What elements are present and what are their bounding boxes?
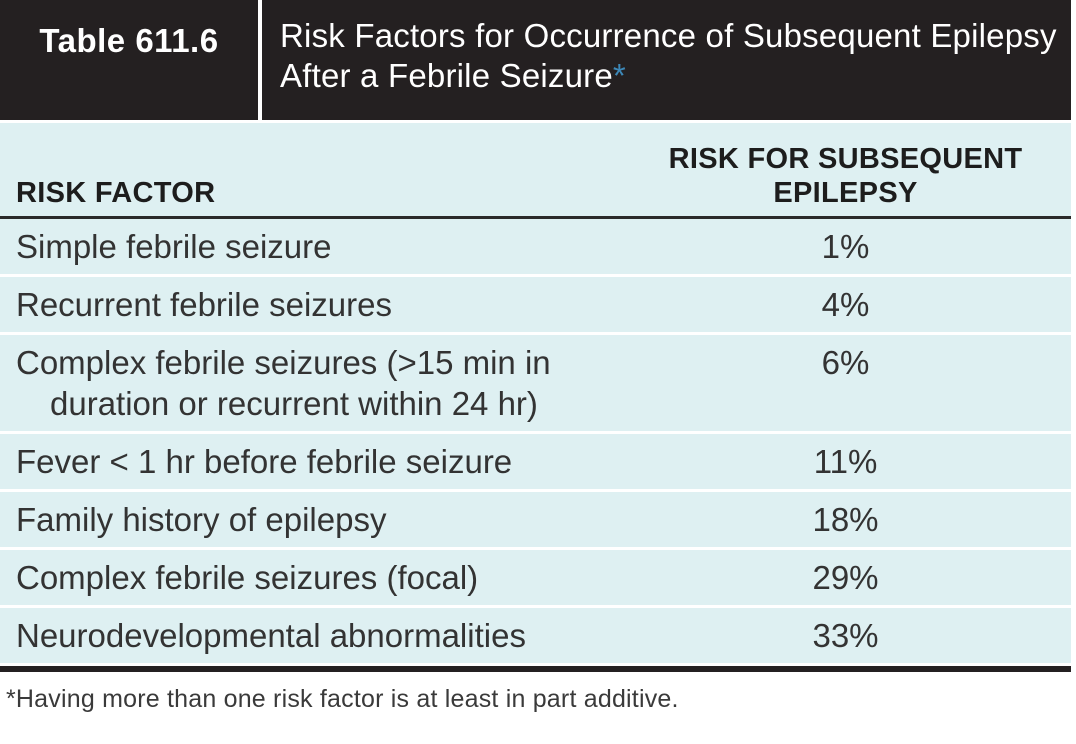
risk-value-cell: 6% [821,344,870,381]
risk-value-cell: 29% [812,559,879,596]
risk-factor-cell: Neurodevelopmental abnormalities [16,617,526,654]
column-header-risk-factor: RISK FACTOR [16,177,216,209]
column-header-risk: RISK FOR SUBSEQUENT EPILEPSY [620,142,1071,210]
table-body: RISK FACTOR RISK FOR SUBSEQUENT EPILEPSY… [0,123,1071,672]
risk-factor-cell: Complex febrile seizures (focal) [16,559,479,596]
risk-value-cell: 18% [812,501,879,538]
table-number: Table 611.6 [39,22,219,59]
column-header-risk-text: RISK FOR SUBSEQUENT EPILEPSY [668,143,1023,209]
table-title: Risk Factors for Occurrence of Subsequen… [262,0,1071,120]
risk-value-cell: 4% [821,286,870,323]
risk-factor-cell: Recurrent febrile seizures [16,286,392,323]
risk-factor-cell: Complex febrile seizures (>15 min in dur… [16,344,551,422]
risk-factor-cell: Fever < 1 hr before febrile seizure [16,443,513,480]
table-header-band: Table 611.6 Risk Factors for Occurrence … [0,0,1071,120]
table-row: Complex febrile seizures (>15 min in dur… [0,335,1071,434]
footnote-asterisk-marker: * [612,57,626,94]
table-row: Simple febrile seizure 1% [0,219,1071,277]
risk-factor-cell: Family history of epilepsy [16,501,387,538]
column-header-row: RISK FACTOR RISK FOR SUBSEQUENT EPILEPSY [0,123,1071,216]
table-row: Recurrent febrile seizures 4% [0,277,1071,335]
risk-value-cell: 33% [812,617,879,654]
table-row: Neurodevelopmental abnormalities 33% [0,608,1071,666]
table-row: Fever < 1 hr before febrile seizure 11% [0,434,1071,492]
footnote: *Having more than one risk factor is at … [0,672,1071,714]
table-bottom-rule [0,666,1071,672]
header-divider [258,0,262,120]
risk-value-cell: 1% [821,228,870,265]
risk-value-cell: 11% [813,443,878,480]
risk-factor-cell: Simple febrile seizure [16,228,332,265]
header-rule [0,216,1071,219]
table-title-text: Risk Factors for Occurrence of Subsequen… [280,17,1057,94]
table-row: Family history of epilepsy 18% [0,492,1071,550]
table-row: Complex febrile seizures (focal) 29% [0,550,1071,608]
table-figure-inner: Table 611.6 Risk Factors for Occurrence … [0,0,1071,714]
